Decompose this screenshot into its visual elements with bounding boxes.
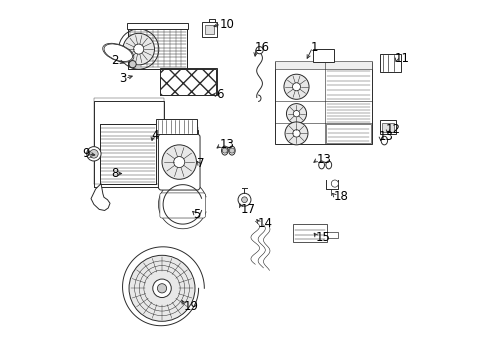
Ellipse shape (221, 146, 227, 155)
Circle shape (255, 46, 263, 54)
FancyBboxPatch shape (325, 124, 370, 143)
Text: 1: 1 (310, 41, 318, 54)
Circle shape (122, 33, 154, 65)
Ellipse shape (318, 161, 324, 169)
Circle shape (129, 60, 136, 68)
Circle shape (222, 148, 227, 153)
FancyBboxPatch shape (379, 121, 395, 134)
Text: 10: 10 (219, 18, 234, 31)
Circle shape (133, 44, 143, 54)
Ellipse shape (105, 45, 131, 61)
Text: 12: 12 (386, 123, 400, 136)
FancyBboxPatch shape (126, 23, 187, 30)
FancyBboxPatch shape (292, 225, 326, 242)
FancyBboxPatch shape (379, 54, 400, 72)
Text: 13: 13 (316, 153, 330, 166)
Text: 13: 13 (219, 138, 234, 151)
Circle shape (293, 111, 299, 117)
Circle shape (286, 104, 306, 124)
Circle shape (173, 157, 184, 167)
Text: 16: 16 (254, 41, 269, 54)
FancyBboxPatch shape (128, 24, 187, 65)
FancyBboxPatch shape (312, 49, 333, 62)
Circle shape (238, 193, 250, 206)
Text: 9: 9 (82, 147, 89, 160)
Circle shape (285, 122, 307, 145)
FancyBboxPatch shape (382, 123, 393, 132)
Polygon shape (91, 184, 110, 211)
Ellipse shape (228, 146, 235, 155)
Circle shape (157, 284, 166, 293)
Text: 5: 5 (193, 208, 201, 221)
Circle shape (292, 130, 300, 137)
Text: 7: 7 (197, 157, 204, 170)
FancyBboxPatch shape (100, 125, 156, 184)
Text: 2: 2 (111, 54, 118, 67)
FancyBboxPatch shape (202, 22, 217, 37)
FancyBboxPatch shape (86, 151, 94, 157)
FancyBboxPatch shape (274, 61, 371, 69)
Text: 14: 14 (258, 217, 273, 230)
FancyBboxPatch shape (158, 134, 200, 190)
Text: 6: 6 (215, 88, 223, 101)
FancyBboxPatch shape (128, 28, 187, 69)
FancyBboxPatch shape (160, 69, 215, 95)
Circle shape (229, 148, 234, 153)
Circle shape (241, 197, 247, 203)
Circle shape (330, 180, 338, 187)
Text: 3: 3 (119, 72, 126, 85)
Text: 18: 18 (333, 190, 347, 203)
Ellipse shape (325, 161, 331, 169)
FancyBboxPatch shape (155, 119, 196, 134)
Text: 15: 15 (315, 231, 330, 244)
FancyBboxPatch shape (204, 26, 214, 35)
Circle shape (292, 83, 300, 91)
Text: 13: 13 (378, 130, 393, 144)
FancyBboxPatch shape (274, 62, 371, 144)
Circle shape (162, 145, 196, 179)
Ellipse shape (102, 43, 134, 62)
Text: 19: 19 (183, 300, 198, 313)
Text: 8: 8 (111, 167, 118, 180)
Ellipse shape (380, 136, 387, 145)
Circle shape (284, 74, 308, 99)
Circle shape (89, 149, 98, 158)
Text: 4: 4 (151, 129, 159, 142)
Text: 17: 17 (240, 203, 255, 216)
Circle shape (152, 279, 171, 297)
Ellipse shape (104, 44, 132, 62)
FancyBboxPatch shape (160, 193, 205, 218)
Circle shape (86, 147, 101, 161)
FancyBboxPatch shape (326, 231, 337, 238)
Text: 11: 11 (394, 51, 409, 64)
Circle shape (129, 255, 195, 321)
